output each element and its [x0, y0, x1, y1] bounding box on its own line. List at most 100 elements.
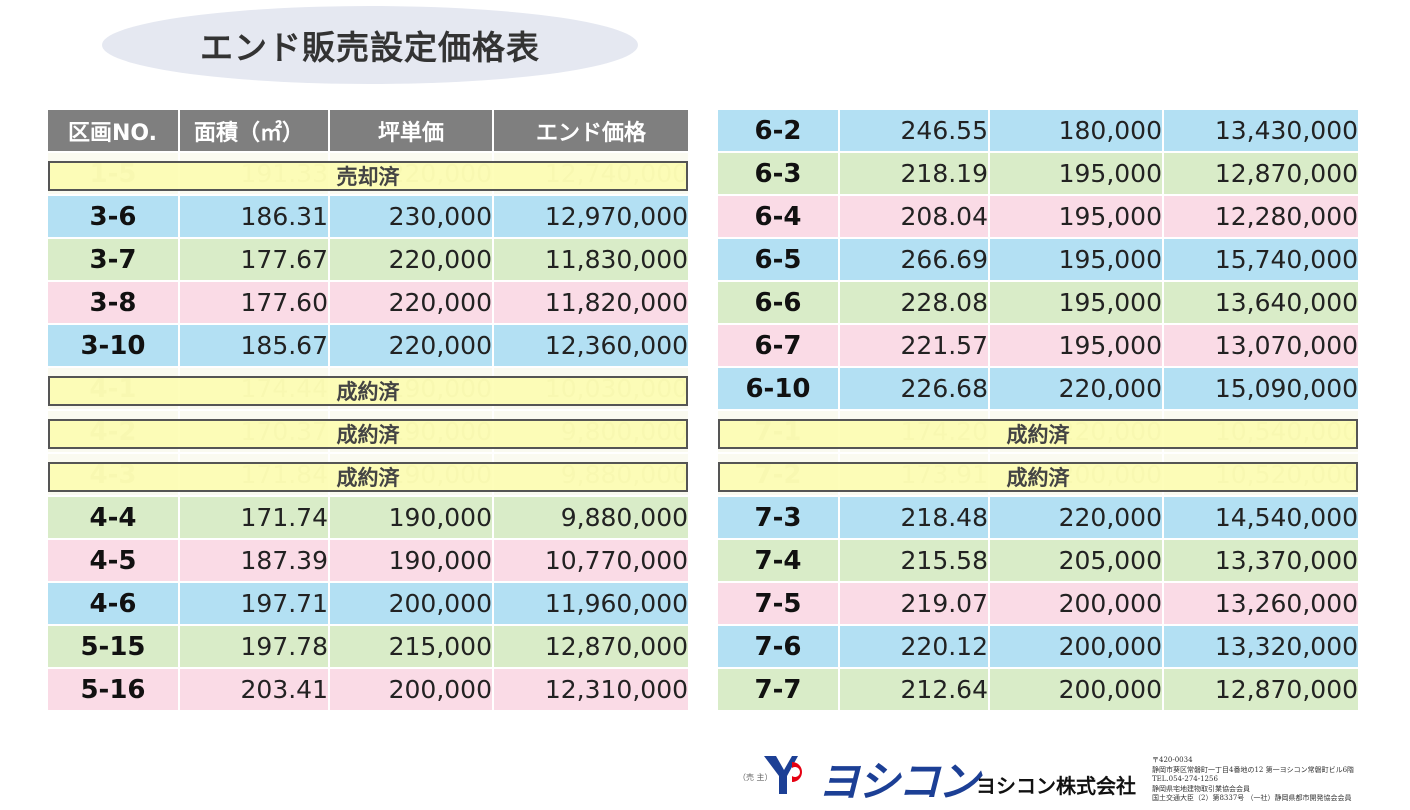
price-cell: 12,310,000	[494, 669, 690, 712]
status-label: 成約済	[336, 423, 400, 447]
area-cell: 197.78	[180, 626, 330, 669]
lot-cell: 7-4	[718, 540, 840, 583]
price-table-right: 6-2 246.55 180,000 13,430,000 6-3 218.19 195,0…	[718, 110, 1360, 712]
area-cell: 208.04	[840, 196, 990, 239]
price-cell: 10,770,000	[494, 540, 690, 583]
area-cell: 226.68	[840, 368, 990, 411]
price-cell: 15,740,000	[1164, 239, 1360, 282]
status-label: 成約済	[1006, 423, 1070, 447]
status-label: 成約済	[336, 380, 400, 404]
table-row: 6-2 246.55 180,000 13,430,000	[718, 110, 1360, 153]
company-address: 〒420-0034 静岡市葵区常磐町一丁目4番地の12 第一ヨシコン常磐町ビル6…	[1152, 756, 1354, 804]
tsubo-cell: 220,000	[330, 239, 494, 282]
area-cell: 177.60	[180, 282, 330, 325]
tsubo-cell: 190,000	[330, 497, 494, 540]
table-row: 4-6 197.71 200,000 11,960,000	[48, 583, 690, 626]
lot-cell: 7-7	[718, 669, 840, 712]
price-cell: 12,870,000	[1164, 669, 1360, 712]
tsubo-cell: 200,000	[330, 583, 494, 626]
address-line: 静岡県宅地建物取引業協会会員	[1152, 784, 1250, 793]
sold-status-banner: 成約済	[48, 376, 688, 406]
lot-cell: 6-3	[718, 153, 840, 196]
header-tsubo: 坪単価	[330, 110, 494, 153]
price-cell: 15,090,000	[1164, 368, 1360, 411]
price-cell: 13,640,000	[1164, 282, 1360, 325]
tsubo-cell: 195,000	[990, 153, 1164, 196]
table-row: 7-4 215.58 205,000 13,370,000	[718, 540, 1360, 583]
area-cell: 218.48	[840, 497, 990, 540]
tsubo-cell: 200,000	[990, 626, 1164, 669]
lot-cell: 6-4	[718, 196, 840, 239]
yoshicon-logo-icon	[764, 756, 802, 794]
table-row: 6-6 228.08 195,000 13,640,000	[718, 282, 1360, 325]
lot-cell: 5-16	[48, 669, 180, 712]
status-label: 成約済	[1006, 466, 1070, 490]
price-cell: 13,260,000	[1164, 583, 1360, 626]
price-cell: 11,820,000	[494, 282, 690, 325]
area-cell: 203.41	[180, 669, 330, 712]
table-row: 7-3 218.48 220,000 14,540,000	[718, 497, 1360, 540]
table-row: 6-4 208.04 195,000 12,280,000	[718, 196, 1360, 239]
right-table-body: 6-2 246.55 180,000 13,430,000 6-3 218.19 195,0…	[718, 110, 1360, 712]
table-row: 3-7 177.67 220,000 11,830,000	[48, 239, 690, 282]
tsubo-cell: 190,000	[330, 540, 494, 583]
area-cell: 187.39	[180, 540, 330, 583]
area-cell: 266.69	[840, 239, 990, 282]
tsubo-cell: 195,000	[990, 325, 1164, 368]
lot-cell: 6-10	[718, 368, 840, 411]
table-row: 7-5 219.07 200,000 13,260,000	[718, 583, 1360, 626]
table-row: 5-16 203.41 200,000 12,310,000	[48, 669, 690, 712]
tsubo-cell: 200,000	[990, 669, 1164, 712]
page-title: エンド販売設定価格表	[102, 6, 638, 84]
area-cell: 212.64	[840, 669, 990, 712]
lot-cell: 4-4	[48, 497, 180, 540]
area-cell: 220.12	[840, 626, 990, 669]
tsubo-cell: 230,000	[330, 196, 494, 239]
table-row: 6-3 218.19 195,000 12,870,000	[718, 153, 1360, 196]
table-row: 7-7 212.64 200,000 12,870,000	[718, 669, 1360, 712]
address-line: 静岡市葵区常磐町一丁目4番地の12 第一ヨシコン常磐町ビル6階	[1152, 765, 1355, 774]
lot-cell: 7-5	[718, 583, 840, 626]
seller-label: （売 主）	[738, 773, 773, 782]
tsubo-cell: 200,000	[990, 583, 1164, 626]
header-area: 面積（㎡）	[180, 110, 330, 153]
tsubo-cell: 200,000	[330, 669, 494, 712]
table-row: 3-10 185.67 220,000 12,360,000	[48, 325, 690, 368]
price-cell: 12,970,000	[494, 196, 690, 239]
table-row: 4-5 187.39 190,000 10,770,000	[48, 540, 690, 583]
price-cell: 13,320,000	[1164, 626, 1360, 669]
company-name: ヨシコン株式会社	[976, 774, 1136, 798]
tsubo-cell: 205,000	[990, 540, 1164, 583]
lot-cell: 3-6	[48, 196, 180, 239]
lot-cell: 3-10	[48, 325, 180, 368]
tsubo-cell: 195,000	[990, 196, 1164, 239]
price-cell: 12,870,000	[1164, 153, 1360, 196]
area-cell: 228.08	[840, 282, 990, 325]
tsubo-cell: 220,000	[990, 497, 1164, 540]
area-cell: 246.55	[840, 110, 990, 153]
price-cell: 11,830,000	[494, 239, 690, 282]
status-label: 成約済	[336, 466, 400, 490]
area-cell: 218.19	[840, 153, 990, 196]
tsubo-cell: 215,000	[330, 626, 494, 669]
tsubo-cell: 180,000	[990, 110, 1164, 153]
table-header-row: 区画NO. 面積（㎡） 坪単価 エンド価格	[48, 110, 690, 153]
tsubo-cell: 220,000	[330, 282, 494, 325]
area-cell: 185.67	[180, 325, 330, 368]
lot-cell: 7-6	[718, 626, 840, 669]
lot-cell: 6-5	[718, 239, 840, 282]
table-row: 3-8 177.60 220,000 11,820,000	[48, 282, 690, 325]
price-table-left: 区画NO. 面積（㎡） 坪単価 エンド価格 1-5191.33220,00012…	[48, 110, 690, 712]
area-cell: 186.31	[180, 196, 330, 239]
logo-wordmark: ヨシコン	[818, 757, 980, 806]
lot-cell: 5-15	[48, 626, 180, 669]
sold-status-banner: 売却済	[48, 161, 688, 191]
lot-cell: 3-8	[48, 282, 180, 325]
lot-cell: 4-5	[48, 540, 180, 583]
price-cell: 14,540,000	[1164, 497, 1360, 540]
lot-cell: 6-7	[718, 325, 840, 368]
price-cell: 13,370,000	[1164, 540, 1360, 583]
table-row: 4-4 171.74 190,000 9,880,000	[48, 497, 690, 540]
sold-status-banner: 成約済	[48, 419, 688, 449]
table-row: 3-6 186.31 230,000 12,970,000	[48, 196, 690, 239]
